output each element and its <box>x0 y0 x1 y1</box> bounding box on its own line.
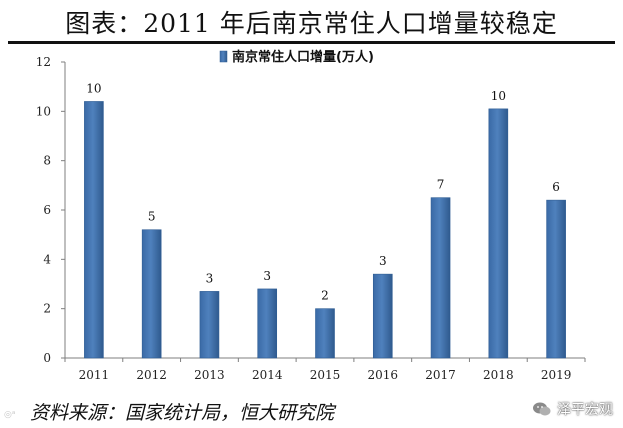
y-tick-label: 0 <box>43 351 51 365</box>
legend-label: 南京常住人口增量(万人) <box>232 49 374 65</box>
y-tick-label: 6 <box>43 203 51 217</box>
data-label: 6 <box>552 180 560 194</box>
x-tick-label: 2012 <box>136 368 167 382</box>
x-tick-label: 2018 <box>483 368 514 382</box>
y-tick-label: 10 <box>36 104 51 118</box>
data-label: 10 <box>491 89 506 103</box>
data-label: 3 <box>206 271 214 285</box>
y-tick-label: 8 <box>43 154 51 168</box>
wechat-logo-icon <box>533 402 551 416</box>
chart-legend: 南京常住人口增量(万人) <box>219 49 374 65</box>
legend-swatch <box>219 50 228 63</box>
x-tick-label: 2015 <box>310 368 341 382</box>
x-tick-label: 2019 <box>541 368 572 382</box>
bar-series <box>84 101 566 359</box>
x-tick-label: 2017 <box>425 368 456 382</box>
bar <box>372 273 393 359</box>
data-label: 7 <box>437 178 445 192</box>
brand-name: 泽平宏观 <box>557 402 613 418</box>
bar <box>141 229 162 359</box>
data-labels: 10 5 3 3 2 3 7 10 6 <box>86 81 560 302</box>
y-tick-label: 12 <box>36 55 51 69</box>
source-note: 资料来源：国家统计局，恒大研究院 <box>30 402 335 424</box>
chart-area: 0 2 4 6 8 10 12 2011 2012 2013 2014 2015 2016 2017 20… <box>0 44 623 396</box>
data-label: 10 <box>86 81 101 95</box>
y-tick-label: 4 <box>43 252 51 266</box>
bar <box>84 101 104 359</box>
y-tick-label: 2 <box>43 302 51 316</box>
bar <box>257 288 278 359</box>
bar <box>199 291 220 359</box>
x-tick-label: 2014 <box>252 368 283 382</box>
title-divider <box>8 41 615 44</box>
data-label: 3 <box>379 254 387 268</box>
camera-watermark-icon: ◎ᵃ <box>4 410 16 420</box>
data-label: 2 <box>321 289 329 303</box>
x-tick-label: 2013 <box>194 368 225 382</box>
x-tick-label: 2011 <box>79 368 110 382</box>
y-axis: 0 2 4 6 8 10 12 <box>36 55 66 365</box>
chart-title: 图表：2011 年后南京常住人口增量较稳定 <box>65 9 558 38</box>
data-label: 3 <box>263 269 271 283</box>
bar <box>430 197 451 359</box>
data-label: 5 <box>148 210 156 224</box>
brand-mark: 泽平宏观 <box>532 398 613 420</box>
bar <box>488 108 509 359</box>
x-tick-label: 2016 <box>368 368 399 382</box>
bar <box>315 308 335 359</box>
bar <box>546 199 566 359</box>
x-axis: 2011 2012 2013 2014 2015 2016 2017 2018 2019 <box>64 357 586 382</box>
